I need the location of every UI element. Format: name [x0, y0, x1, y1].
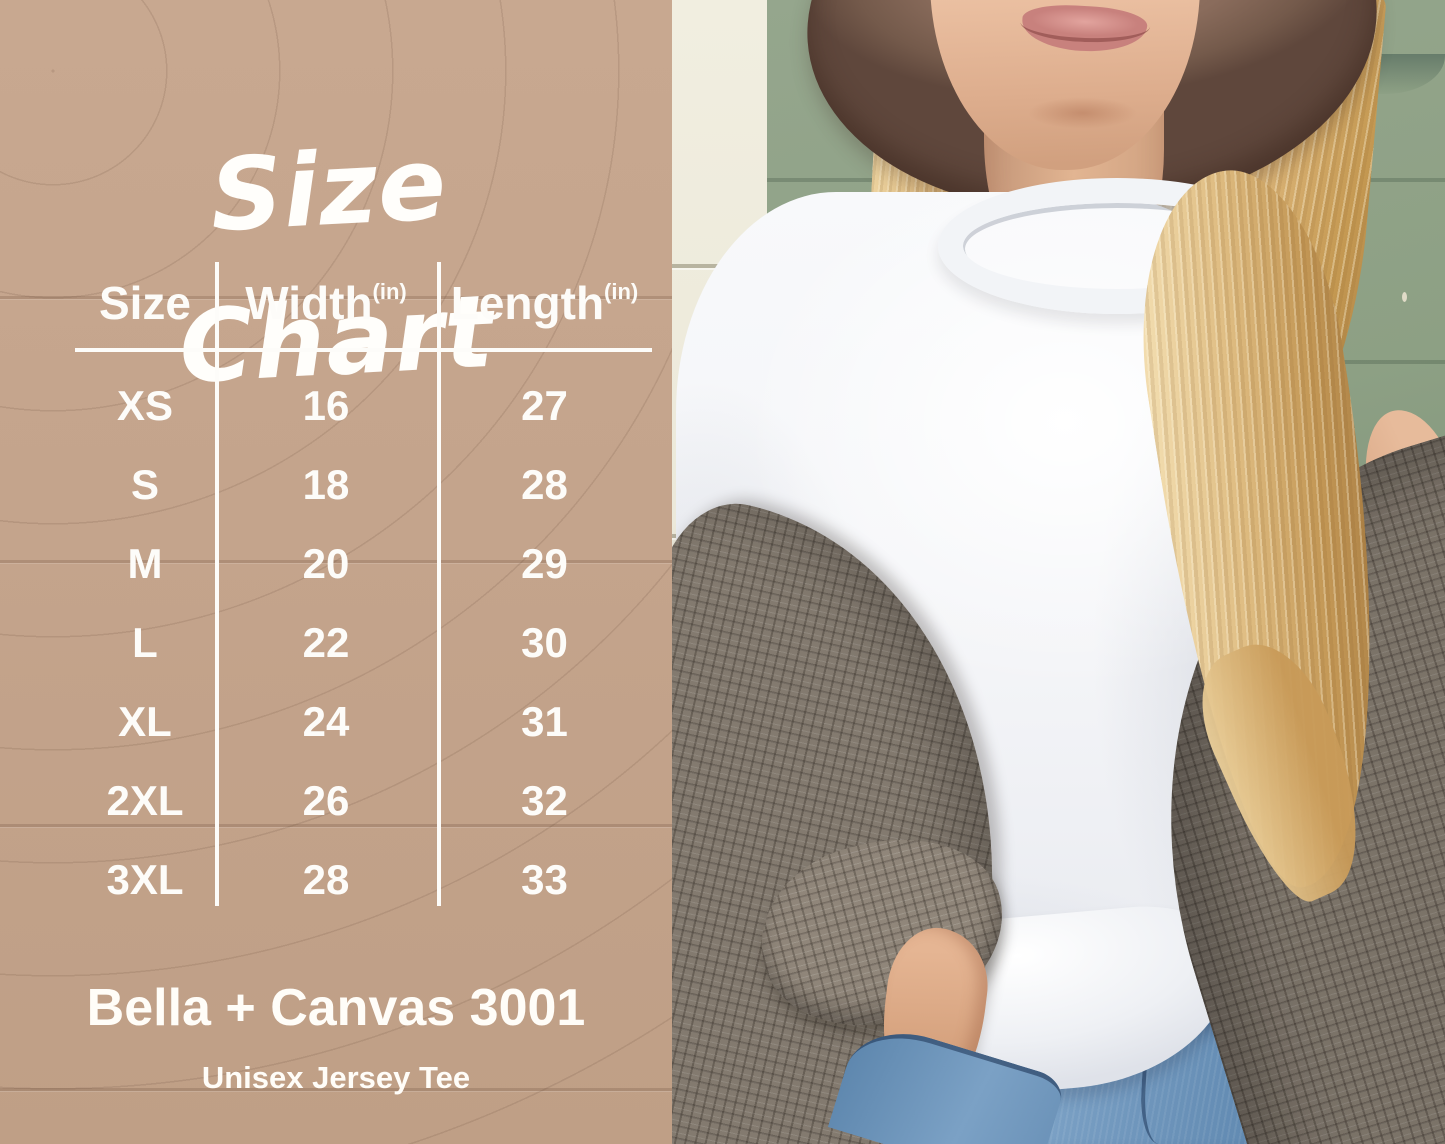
- size-cell: 3XL: [106, 855, 184, 903]
- table-row: XL 24 31: [75, 682, 652, 761]
- table-row: XS 16 27: [75, 366, 652, 445]
- length-cell: 29: [521, 539, 568, 587]
- width-cell: 28: [302, 855, 350, 903]
- table-row: S 18 28: [75, 445, 652, 524]
- length-cell: 28: [521, 460, 568, 508]
- size-table-header: Size Width(in) Length(in): [75, 258, 652, 352]
- table-row: L 22 30: [75, 603, 652, 682]
- header-width: Width(in): [215, 280, 437, 326]
- table-row: 3XL 28 33: [75, 840, 652, 919]
- length-cell: 30: [521, 618, 568, 666]
- size-cell: M: [127, 539, 163, 587]
- size-cell: XS: [116, 381, 174, 429]
- size-table-body: XS 16 27 S 18 28 M 20 29 L 22 30: [75, 352, 652, 919]
- header-label: Size: [98, 277, 192, 329]
- column-divider: [437, 262, 441, 906]
- header-size: Size: [75, 280, 215, 326]
- table-row: 2XL 26 32: [75, 761, 652, 840]
- unit-inches-label: (in): [372, 279, 407, 304]
- size-chart-panel: Size Chart Size Width(in) Length(in) XS …: [0, 0, 672, 1144]
- header-label: Width: [245, 277, 373, 329]
- size-cell: XL: [118, 697, 172, 745]
- table-row: M 20 29: [75, 524, 652, 603]
- length-cell: 32: [521, 776, 568, 824]
- header-label: Length: [450, 277, 605, 329]
- chin-shadow: [1010, 92, 1155, 134]
- unit-inches-label: (in): [604, 279, 639, 304]
- width-cell: 24: [302, 697, 350, 745]
- length-cell: 31: [521, 697, 568, 745]
- size-cell: L: [132, 618, 158, 666]
- column-divider: [215, 262, 219, 906]
- header-length: Length(in): [437, 280, 652, 326]
- width-cell: 16: [302, 381, 350, 429]
- width-cell: 26: [302, 776, 350, 824]
- width-cell: 20: [302, 539, 350, 587]
- model-photo: [672, 0, 1445, 1144]
- width-cell: 22: [302, 618, 350, 666]
- product-subtitle: Unisex Jersey Tee: [201, 1060, 471, 1095]
- length-cell: 27: [521, 381, 568, 429]
- width-cell: 18: [302, 460, 350, 508]
- size-cell: S: [130, 460, 159, 508]
- size-table: Size Width(in) Length(in) XS 16 27 S 18 …: [75, 258, 652, 923]
- length-cell: 33: [521, 855, 568, 903]
- product-name: Bella + Canvas 3001: [86, 979, 586, 1037]
- size-cell: 2XL: [106, 776, 184, 824]
